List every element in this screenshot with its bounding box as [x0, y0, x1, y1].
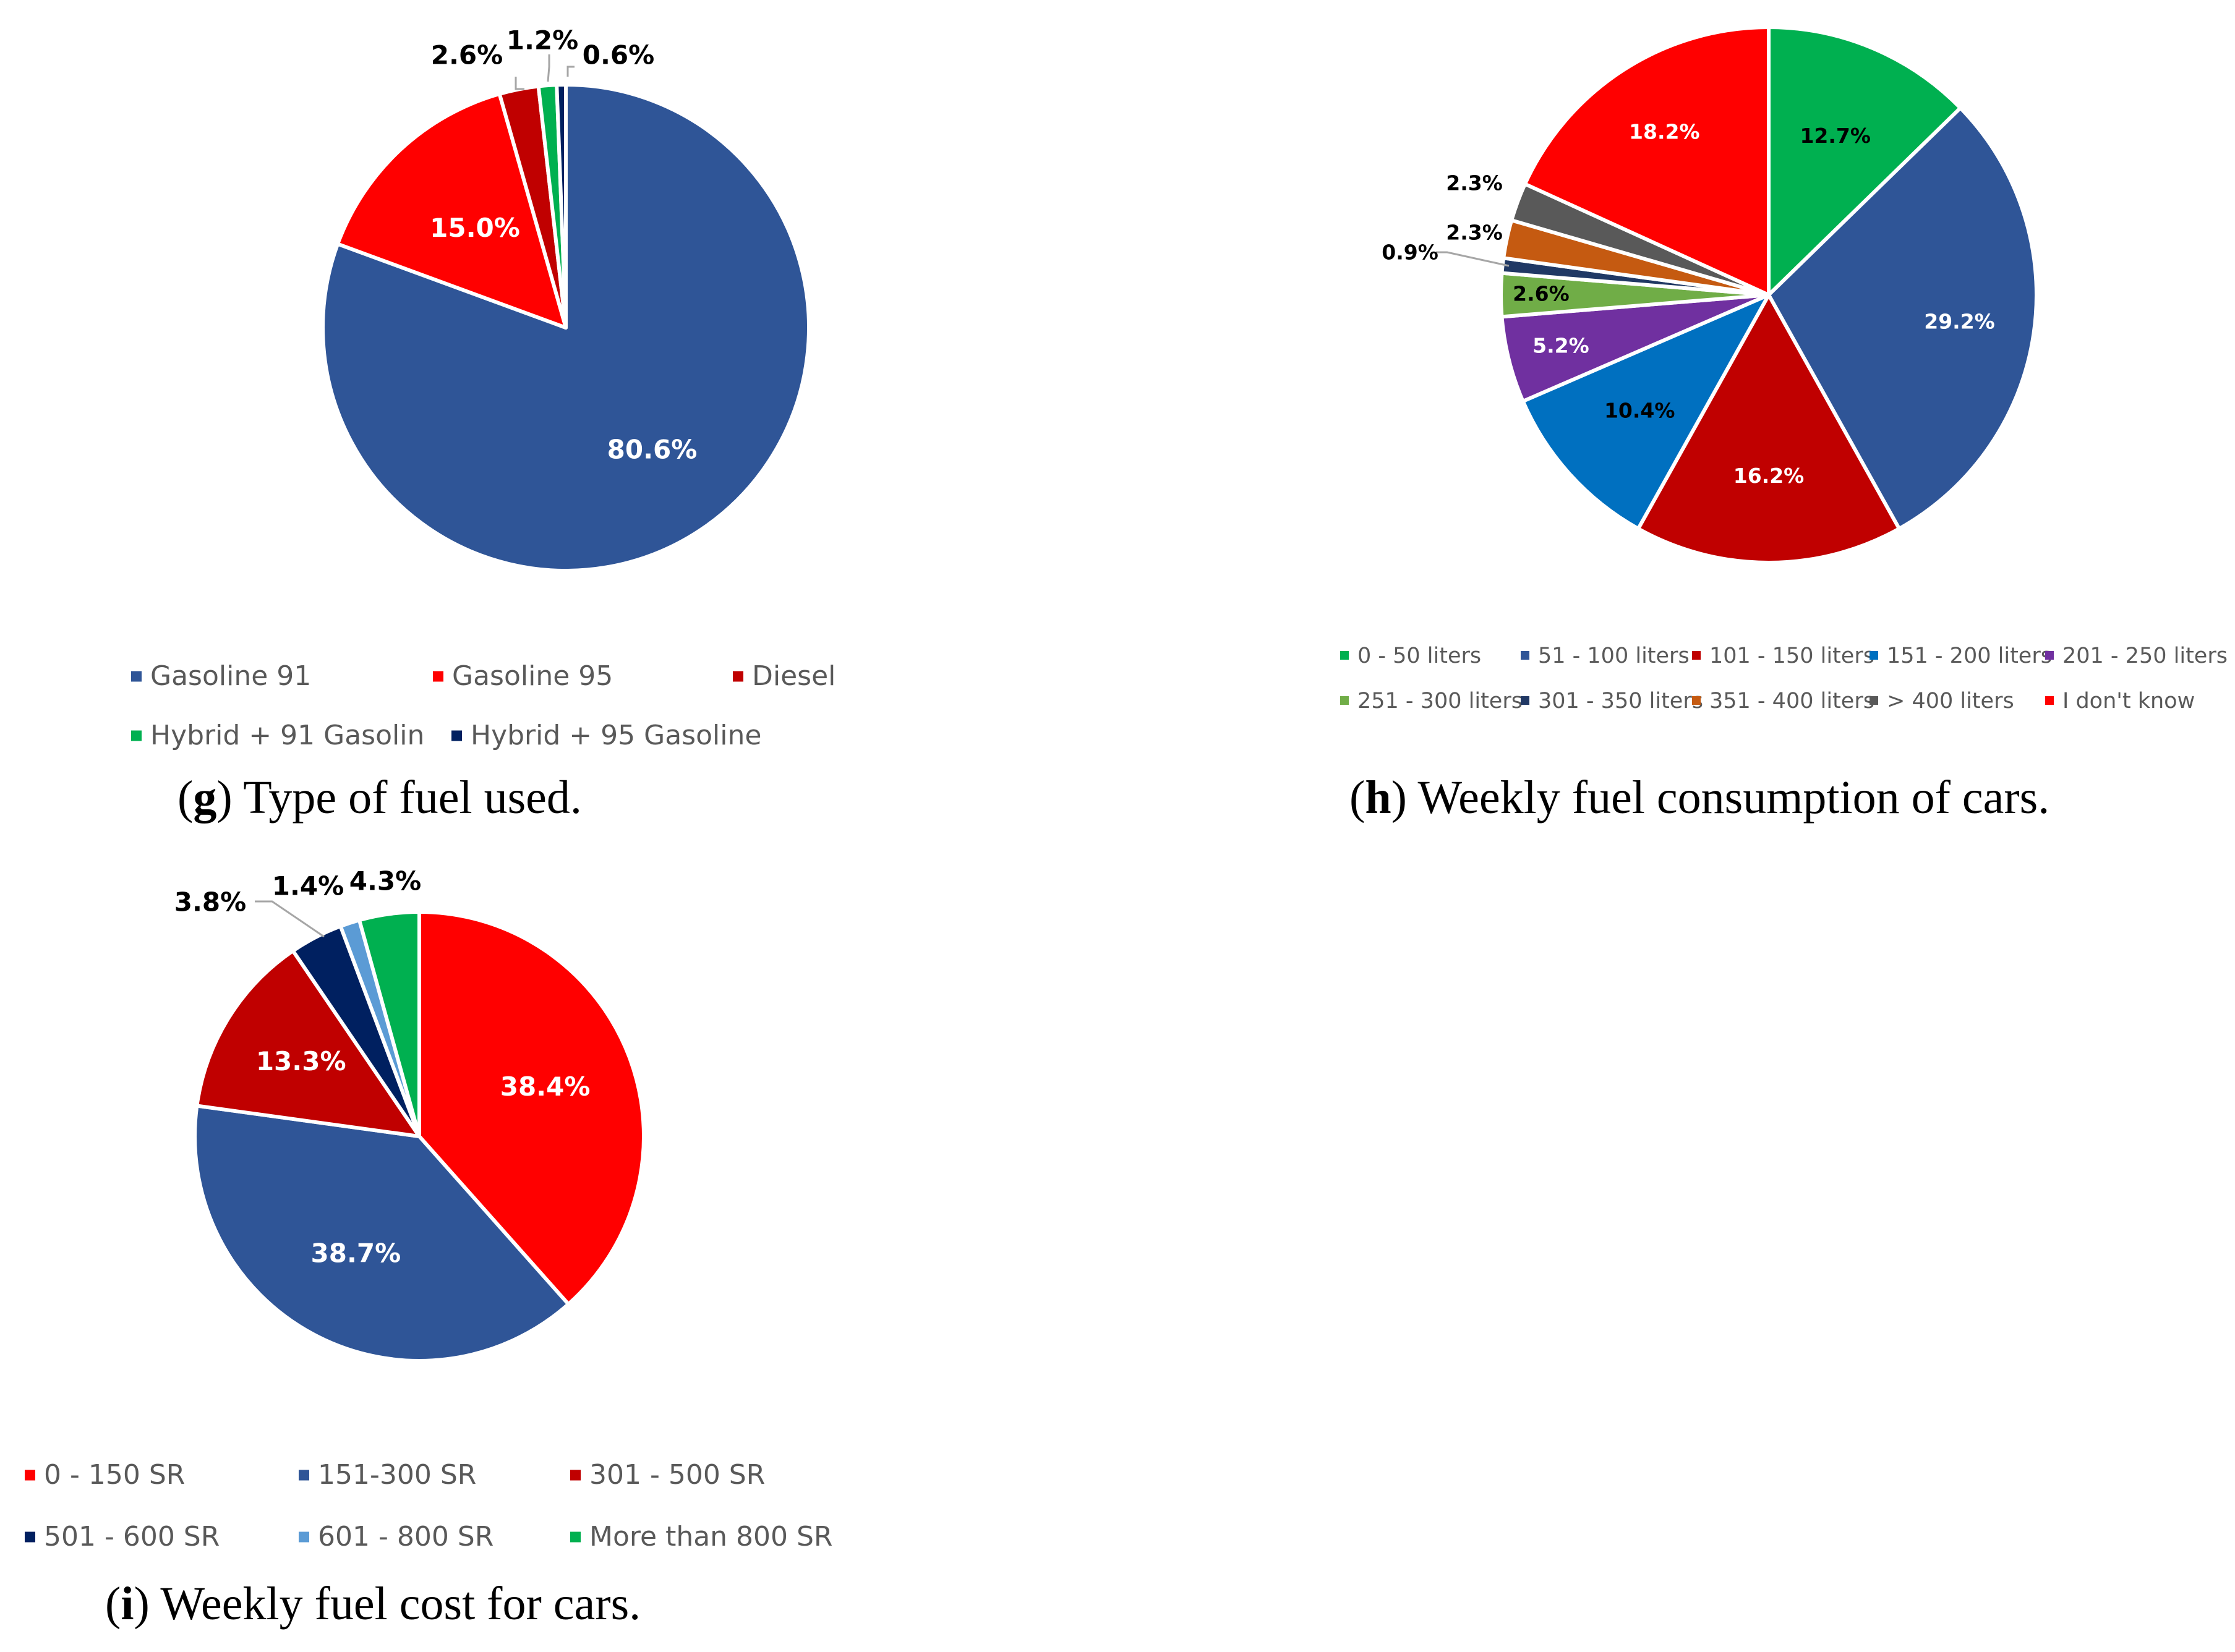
legend-swatch-301-500-sr [570, 1470, 581, 1481]
chart-fuel-type: 80.6% 15.0% 2.6% 1.2% 0.6% Gasoline 91 Gasolin… [131, 25, 835, 824]
slice-hybrid-95-gasoline [555, 83, 568, 330]
slice-0-150-sr [417, 910, 646, 1306]
slice-more-than-800-sr [357, 910, 421, 1138]
legend-swatch-351-400-liters [1692, 696, 1701, 705]
caption: (i) Weekly fuel cost for cars. [105, 1578, 641, 1630]
data-label-501-600-sr: 3.8% [174, 887, 246, 918]
legend-swatch-0-50-liters [1340, 651, 1349, 660]
legend-swatch-gasoline-91 [131, 671, 142, 682]
legend-swatch-more-than-800-sr [570, 1531, 581, 1543]
legend-swatch-diesel [733, 671, 743, 682]
data-label-351-400-liters: 2.3% [1446, 221, 1503, 245]
data-label-151-200-liters: 10.4% [1604, 398, 1675, 422]
data-label-301-500-sr: 13.3% [256, 1046, 346, 1076]
data-label-more-than-800-sr: 4.3% [349, 866, 421, 896]
legend-label-51-100-liters: 51 - 100 liters [1538, 644, 1690, 668]
legend-label-301-350-liters: 301 - 350 liters [1538, 689, 1703, 713]
legend-swatch-601-800-sr [299, 1531, 309, 1543]
caption: (h) Weekly fuel consumption of cars. [1349, 772, 2049, 824]
caption-text: ) Type of fuel used. [216, 772, 582, 824]
legend-label-400-liters: > 400 liters [1887, 689, 2014, 713]
data-label-gasoline-95: 15.0% [430, 213, 520, 243]
legend-label-hybrid-95-gasoline: Hybrid + 95 Gasoline [471, 720, 761, 751]
legend-label-0-150-sr: 0 - 150 SR [44, 1459, 185, 1491]
slice-151-200-liters [1521, 293, 1771, 531]
leader-line [255, 900, 325, 938]
slice-gasoline-95 [336, 92, 568, 330]
legend-label-201-250-liters: 201 - 250 liters [2062, 644, 2228, 668]
leader-line [515, 77, 524, 90]
data-label-601-800-sr: 1.4% [272, 871, 344, 901]
slice-301-500-sr [195, 948, 421, 1138]
caption: (g) Type of fuel used. [177, 772, 582, 824]
legend-swatch-i-don-t-know [2045, 696, 2054, 705]
legend-label-hybrid-91-gasolin: Hybrid + 91 Gasolin [150, 720, 424, 751]
legend-swatch-301-350-liters [1521, 696, 1529, 705]
leader-line [547, 54, 550, 82]
slice-101-150-liters [1636, 293, 1901, 564]
legend-label-251-300-liters: 251 - 300 liters [1357, 689, 1523, 713]
leader-line [1436, 251, 1510, 267]
data-label-i-don-t-know: 18.2% [1629, 119, 1700, 143]
legend-label-151-200-liters: 151 - 200 liters [1887, 644, 2052, 668]
legend-swatch-101-150-liters [1692, 651, 1701, 660]
legend-swatch-0-150-sr [25, 1470, 35, 1481]
legend-label-more-than-800-sr: More than 800 SR [589, 1521, 833, 1552]
caption-text: ) Weekly fuel consumption of cars. [1391, 772, 2050, 824]
caption-letter: g [193, 772, 216, 824]
caption-text: ) Weekly fuel cost for cars. [134, 1578, 641, 1630]
data-label-400-liters: 2.3% [1446, 171, 1503, 195]
legend-swatch-400-liters [1870, 696, 1878, 705]
data-label-hybrid-95-gasoline: 0.6% [583, 40, 654, 70]
data-label-0-150-sr: 38.4% [500, 1071, 591, 1102]
legend-label-diesel: Diesel [752, 660, 835, 692]
data-label-101-150-liters: 16.2% [1733, 464, 1805, 488]
data-label-hybrid-91-gasolin: 1.2% [506, 25, 578, 56]
legend-label-0-50-liters: 0 - 50 liters [1357, 644, 1481, 668]
legend-label-gasoline-91: Gasoline 91 [150, 660, 311, 692]
legend-label-i-don-t-know: I don't know [2062, 689, 2195, 713]
slice-i-don-t-know [1523, 25, 1771, 297]
legend-swatch-151-200-liters [1870, 651, 1878, 660]
slice-151-300-sr [193, 1104, 571, 1363]
legend-label-101-150-liters: 101 - 150 liters [1709, 644, 1874, 668]
legend-swatch-251-300-liters [1340, 696, 1349, 705]
data-label-diesel: 2.6% [431, 40, 503, 70]
legend-swatch-51-100-liters [1521, 651, 1529, 660]
legend-label-301-500-sr: 301 - 500 SR [589, 1459, 765, 1491]
legend-label-601-800-sr: 601 - 800 SR [318, 1521, 494, 1552]
legend-label-501-600-sr: 501 - 600 SR [44, 1521, 220, 1552]
data-label-251-300-liters: 2.6% [1513, 282, 1570, 306]
data-label-51-100-liters: 29.2% [1924, 309, 1995, 333]
chart-weekly-consumption: 12.7% 29.2% 16.2% 10.4% 5.2% 2.6% 0.9% 2.3% 2.3%… [1340, 25, 2228, 824]
legend-label-gasoline-95: Gasoline 95 [452, 660, 613, 692]
legend-label-351-400-liters: 351 - 400 liters [1709, 689, 1874, 713]
data-label-301-350-liters: 0.9% [1382, 241, 1438, 265]
caption-letter: h [1365, 772, 1391, 824]
legend-swatch-201-250-liters [2045, 651, 2054, 660]
caption-letter: i [121, 1578, 134, 1630]
legend-swatch-hybrid-91-gasolin [131, 730, 142, 741]
legend-swatch-151-300-sr [299, 1470, 309, 1481]
slice-0-50-liters [1767, 25, 1962, 297]
legend-label-151-300-sr: 151-300 SR [318, 1459, 476, 1491]
slice-51-100-liters [1767, 106, 2038, 531]
data-label-gasoline-91: 80.6% [607, 434, 698, 464]
data-label-0-50-liters: 12.7% [1800, 124, 1871, 148]
chart-weekly-cost: 38.4% 38.7% 13.3% 3.8% 1.4% 4.3% 0 - 150 SR 151… [25, 866, 833, 1630]
legend-swatch-501-600-sr [25, 1531, 35, 1543]
legend-swatch-gasoline-95 [433, 671, 443, 682]
legend-swatch-hybrid-95-gasoline [451, 730, 462, 741]
data-label-151-300-sr: 38.7% [311, 1238, 401, 1269]
leader-line [566, 66, 575, 77]
data-label-201-250-liters: 5.2% [1532, 334, 1589, 358]
